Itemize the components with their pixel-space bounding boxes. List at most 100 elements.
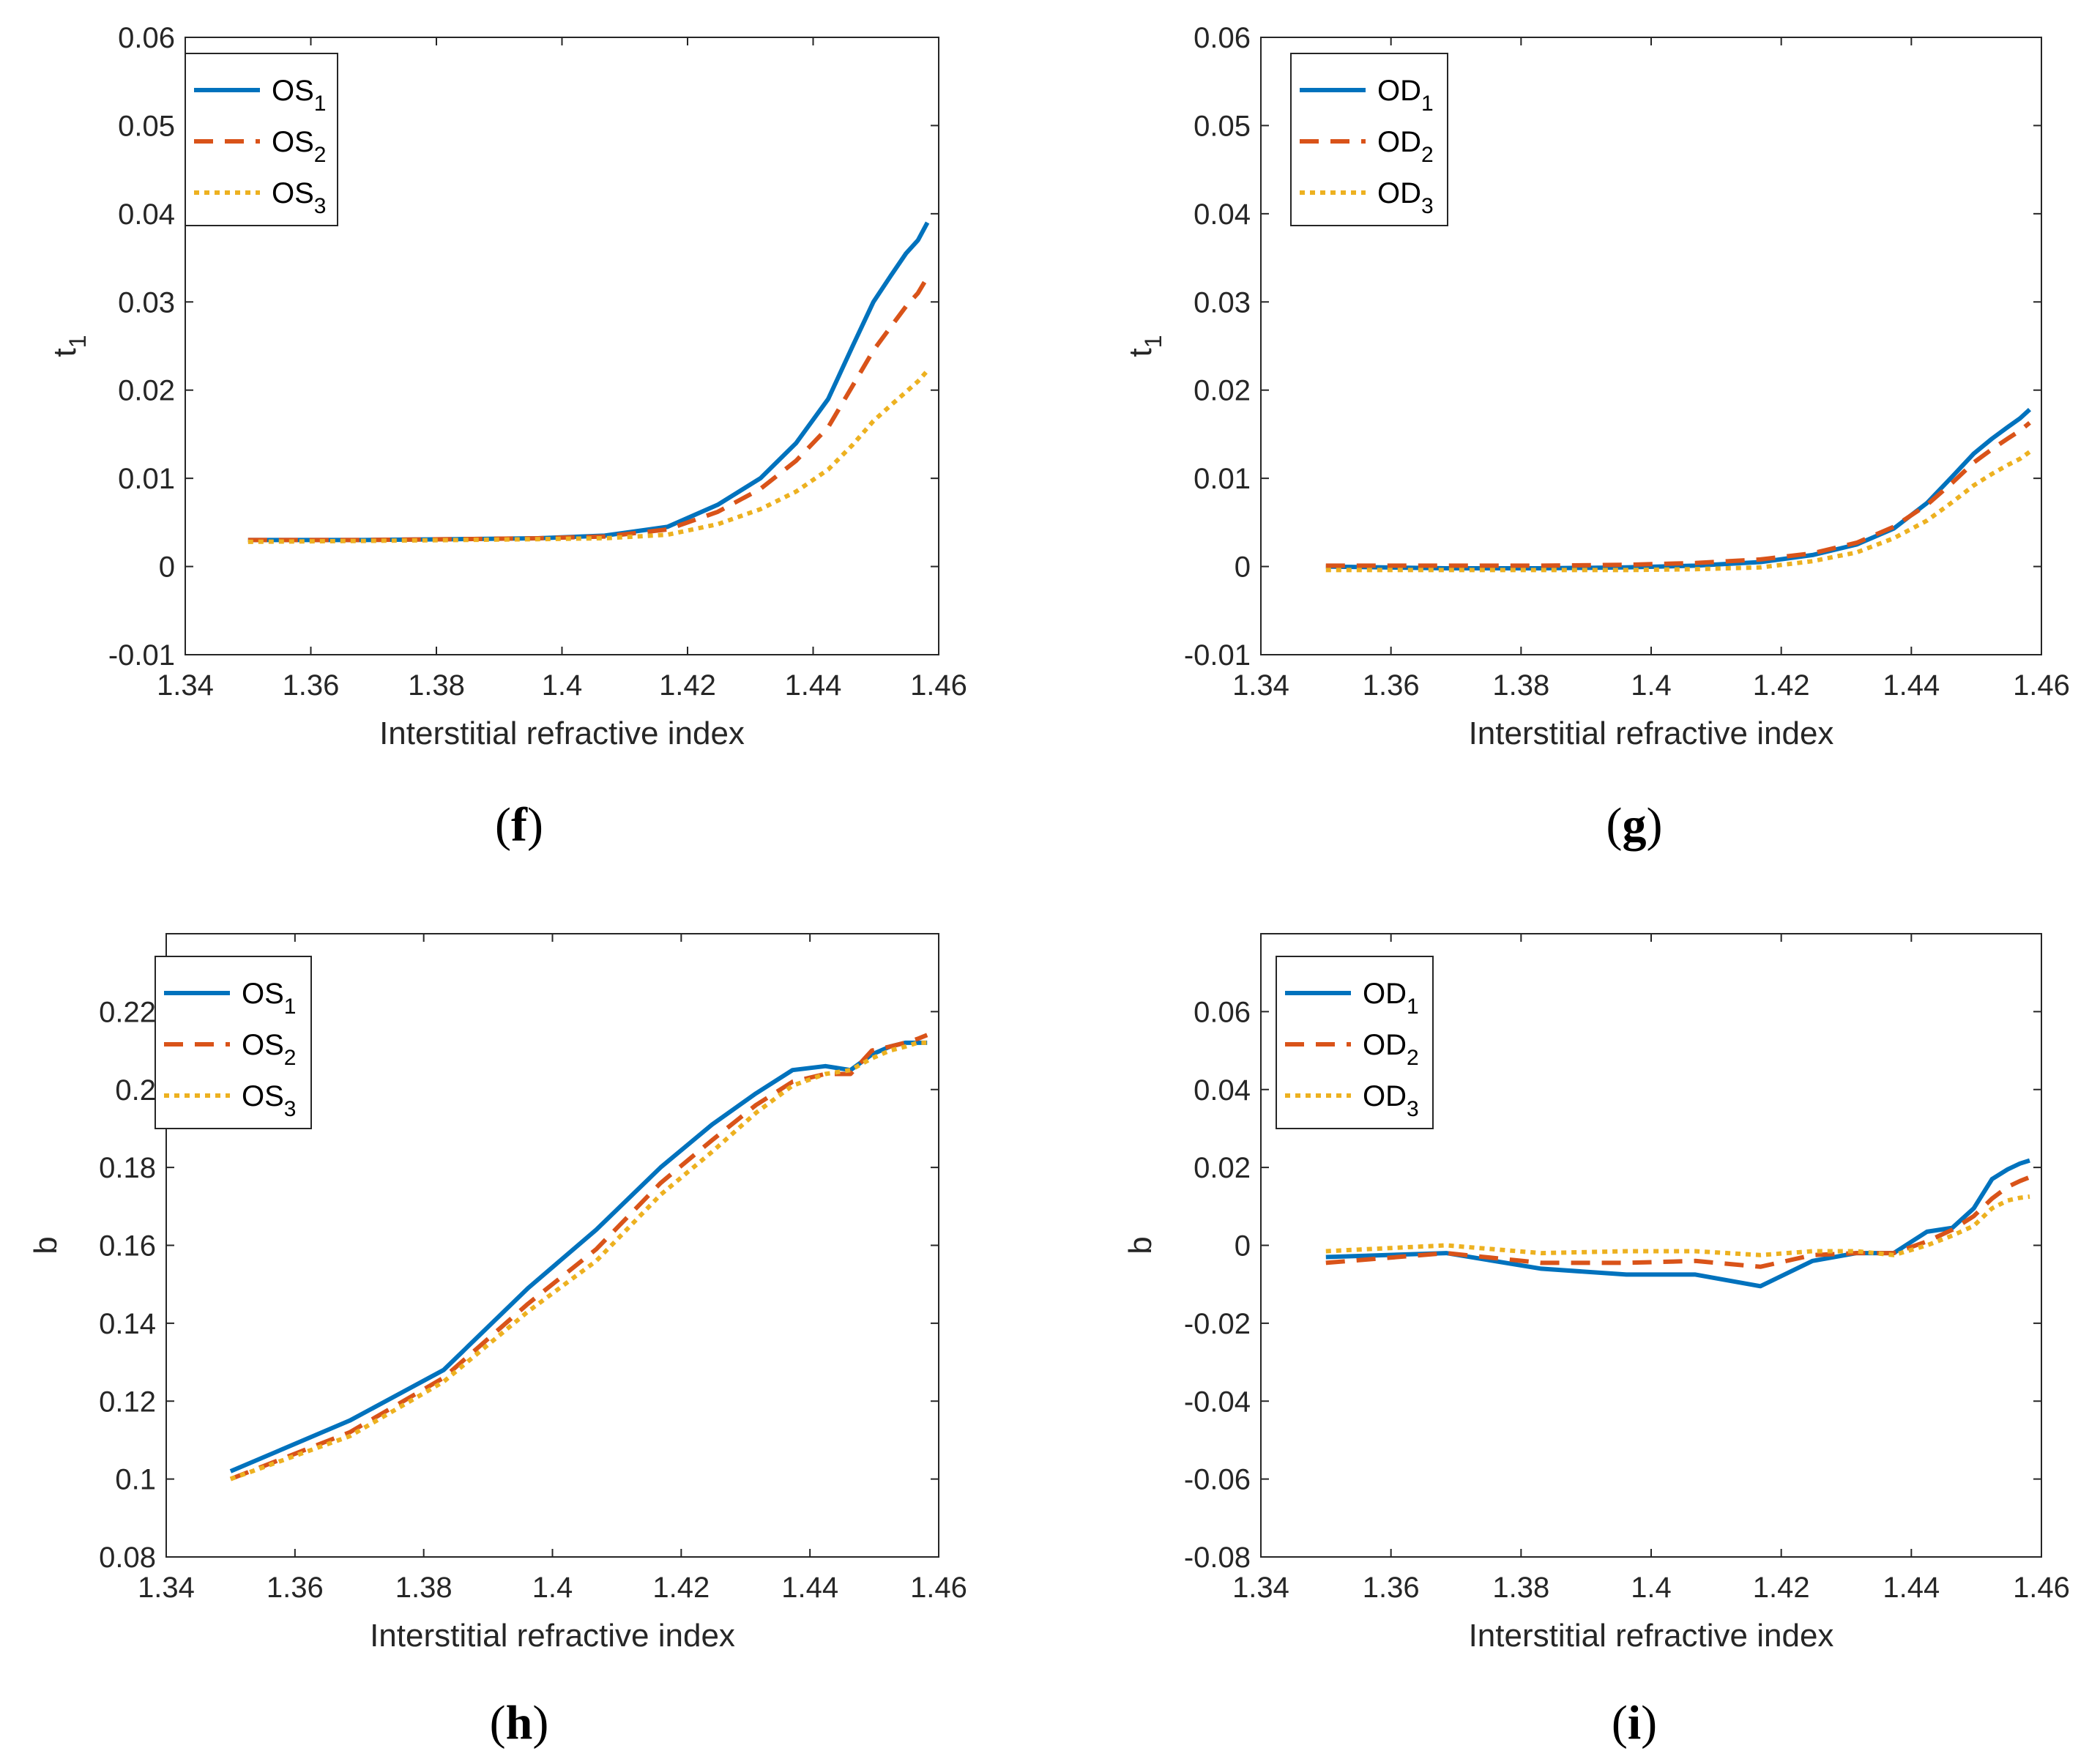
legend-label: OS1 [272, 75, 326, 116]
y-axis-label-sub: 1 [1140, 335, 1166, 348]
y-tick-label: 0.06 [118, 22, 175, 54]
x-tick-label: 1.44 [781, 1572, 838, 1604]
chart-panel-h: 1.34 1.36 1.38 1.4 1.42 1.44 1.46 0.08 0.1 0.12 0.… [28, 933, 967, 1750]
y-tick-label: 0.03 [1194, 286, 1251, 319]
y-axis-label-main: t [47, 348, 83, 357]
y-tick-label: 0.04 [1194, 198, 1251, 231]
legend-label-sub: 3 [1421, 194, 1434, 218]
series-line-os2 [229, 1033, 928, 1482]
series-line-od3 [1325, 1194, 2030, 1257]
y-tick-label: 0.12 [99, 1386, 156, 1418]
x-tick-label: 1.4 [1631, 669, 1672, 702]
x-tick-label: 1.42 [1753, 669, 1810, 702]
y-tick-label: 0 [1235, 551, 1251, 584]
legend-label-sub: 3 [284, 1097, 297, 1121]
y-axis-label: b [1122, 1236, 1158, 1254]
panel-letter: g [1623, 798, 1647, 852]
x-tick-label: 1.36 [283, 669, 340, 702]
panel-letter: i [1628, 1696, 1641, 1750]
y-tick-label: -0.01 [108, 639, 175, 672]
x-tick-label: 1.4 [542, 669, 583, 702]
y-tick-label: 0.04 [1194, 1074, 1251, 1107]
panel-letter: h [506, 1696, 533, 1750]
legend-label-sub: 2 [284, 1046, 297, 1070]
legend-label-name: OS [242, 1029, 284, 1061]
legend-label: OD2 [1363, 1029, 1419, 1070]
legend: OS1 OS2 OS3 [185, 53, 338, 226]
legend-label-sub: 2 [314, 143, 327, 167]
chart-panel-f: 1.34 1.36 1.38 1.4 1.42 1.44 1.46 -0.01 0 0.01 0.0… [47, 22, 967, 852]
y-tick-label: 0.01 [1194, 463, 1251, 495]
y-tick-label: 0.22 [99, 996, 156, 1028]
x-tick-label: 1.36 [1363, 1572, 1420, 1604]
y-axis-label-main: t [1122, 348, 1158, 357]
y-tick-label: 0.01 [118, 463, 175, 495]
y-tick-label: 0.02 [1194, 375, 1251, 407]
panel-label: (h) [490, 1696, 549, 1750]
series-line-od3 [1325, 450, 2031, 573]
chart-panel-g: 1.34 1.36 1.38 1.4 1.42 1.44 1.46 -0.01 0 0.01 0.0… [1122, 22, 2070, 852]
legend-label-name: OD [1377, 75, 1421, 107]
panel-letter: f [511, 798, 528, 852]
y-tick-label: 0.1 [115, 1464, 156, 1496]
y-tick-label: 0.08 [99, 1542, 156, 1574]
x-tick-label: 1.46 [910, 669, 967, 702]
legend-label: OS2 [272, 126, 326, 167]
legend-label-name: OD [1363, 1080, 1407, 1112]
legend-box [1290, 53, 1448, 226]
legend-label: OD3 [1363, 1080, 1419, 1121]
legend-label-name: OD [1377, 177, 1421, 209]
legend-label: OD1 [1377, 75, 1434, 116]
x-tick-label: 1.38 [1492, 1572, 1549, 1604]
legend-label: OS2 [242, 1029, 296, 1070]
series-line-os3 [247, 369, 929, 544]
x-tick-label: 1.42 [659, 669, 716, 702]
y-tick-label: -0.08 [1184, 1542, 1251, 1574]
panel-label: (g) [1606, 798, 1663, 852]
legend-label-name: OD [1363, 1029, 1407, 1061]
x-axis-label: Interstitial refractive index [1469, 1618, 1834, 1654]
legend-label: OS3 [272, 177, 326, 218]
series-line-od2 [1325, 420, 2031, 568]
x-tick-label: 1.38 [1492, 669, 1549, 702]
x-tick-label: 1.42 [1753, 1572, 1810, 1604]
chart-panel-i: 1.34 1.36 1.38 1.4 1.42 1.44 1.46 -0.08 -0.06 -0.… [1122, 933, 2070, 1750]
legend-label-sub: 1 [1421, 92, 1434, 116]
legend-label-name: OD [1377, 126, 1421, 158]
x-tick-label: 1.34 [138, 1572, 195, 1604]
x-tick-label: 1.44 [1883, 669, 1940, 702]
y-tick-label: 0.2 [115, 1074, 156, 1107]
legend-label-sub: 1 [1407, 995, 1419, 1019]
y-axis-label: b [28, 1236, 64, 1254]
series-line-od1 [1325, 1158, 2030, 1289]
x-tick-label: 1.34 [1232, 1572, 1289, 1604]
legend-label-sub: 1 [314, 92, 327, 116]
series-line-od2 [1325, 1175, 2031, 1269]
x-tick-label: 1.36 [1363, 669, 1420, 702]
x-axis-label: Interstitial refractive index [1469, 715, 1834, 751]
x-tick-label: 1.34 [157, 669, 214, 702]
y-tick-label: 0 [1235, 1230, 1251, 1263]
x-tick-label: 1.46 [2013, 669, 2070, 702]
x-tick-label: 1.38 [395, 1572, 453, 1604]
x-axis-label: Interstitial refractive index [379, 715, 745, 751]
y-tick-label: 0.05 [1194, 110, 1251, 142]
legend-label-name: OS [242, 1080, 284, 1112]
y-tick-label: 0.14 [99, 1308, 156, 1340]
x-tick-label: 1.4 [1631, 1572, 1672, 1604]
legend-label-name: OS [242, 978, 284, 1010]
x-tick-label: 1.4 [532, 1572, 573, 1604]
legend-label-name: OS [272, 126, 314, 158]
legend-label: OD1 [1363, 978, 1419, 1019]
y-tick-label: 0.16 [99, 1230, 156, 1263]
legend-label-sub: 1 [284, 995, 297, 1019]
x-tick-label: 1.46 [2013, 1572, 2070, 1604]
legend-label-name: OD [1363, 978, 1407, 1010]
legend-label: OD2 [1377, 126, 1434, 167]
panel-label: (f) [495, 798, 543, 852]
y-tick-label: 0.05 [118, 110, 175, 142]
